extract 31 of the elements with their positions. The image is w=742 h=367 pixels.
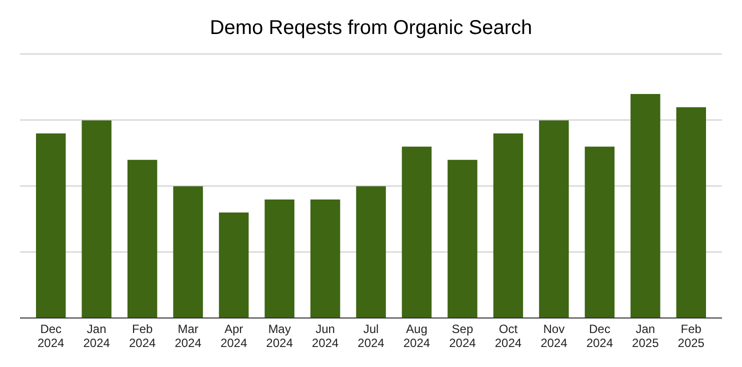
bar: [539, 120, 569, 318]
bar: [173, 186, 203, 318]
bar: [356, 186, 386, 318]
x-tick-label: Jul 2024: [358, 322, 385, 350]
bar: [402, 146, 432, 318]
bar: [493, 133, 524, 318]
x-tick-label: Sep 2024: [449, 322, 476, 350]
bar: [584, 146, 615, 318]
x-tick-label: Jan 2024: [83, 322, 110, 350]
x-tick-label: May 2024: [266, 322, 294, 350]
bar: [36, 133, 66, 318]
x-tick-label: Dec 2024: [586, 322, 614, 350]
bar: [310, 200, 340, 318]
bar: [127, 160, 158, 318]
bar: [218, 212, 249, 318]
bar: [264, 200, 294, 318]
x-tick-label: Apr 2024: [220, 322, 248, 350]
chart-title: Demo Reqests from Organic Search: [210, 17, 532, 39]
x-tick-label: Oct 2024: [494, 322, 522, 350]
x-tick-label: Mar 2024: [174, 322, 202, 350]
bar: [82, 120, 112, 318]
x-tick-label: Dec 2024: [38, 322, 65, 350]
bar: [630, 94, 660, 318]
bar: [676, 107, 706, 318]
x-tick-label: Aug 2024: [403, 322, 430, 350]
x-tick-label: Feb 2025: [678, 322, 705, 350]
bar: [448, 160, 478, 318]
x-tick-label: Feb 2024: [128, 322, 156, 350]
x-tick-label: Jun 2024: [312, 322, 339, 350]
x-tick-label: Jan 2025: [632, 322, 660, 350]
x-tick-label: Nov 2024: [540, 322, 568, 350]
